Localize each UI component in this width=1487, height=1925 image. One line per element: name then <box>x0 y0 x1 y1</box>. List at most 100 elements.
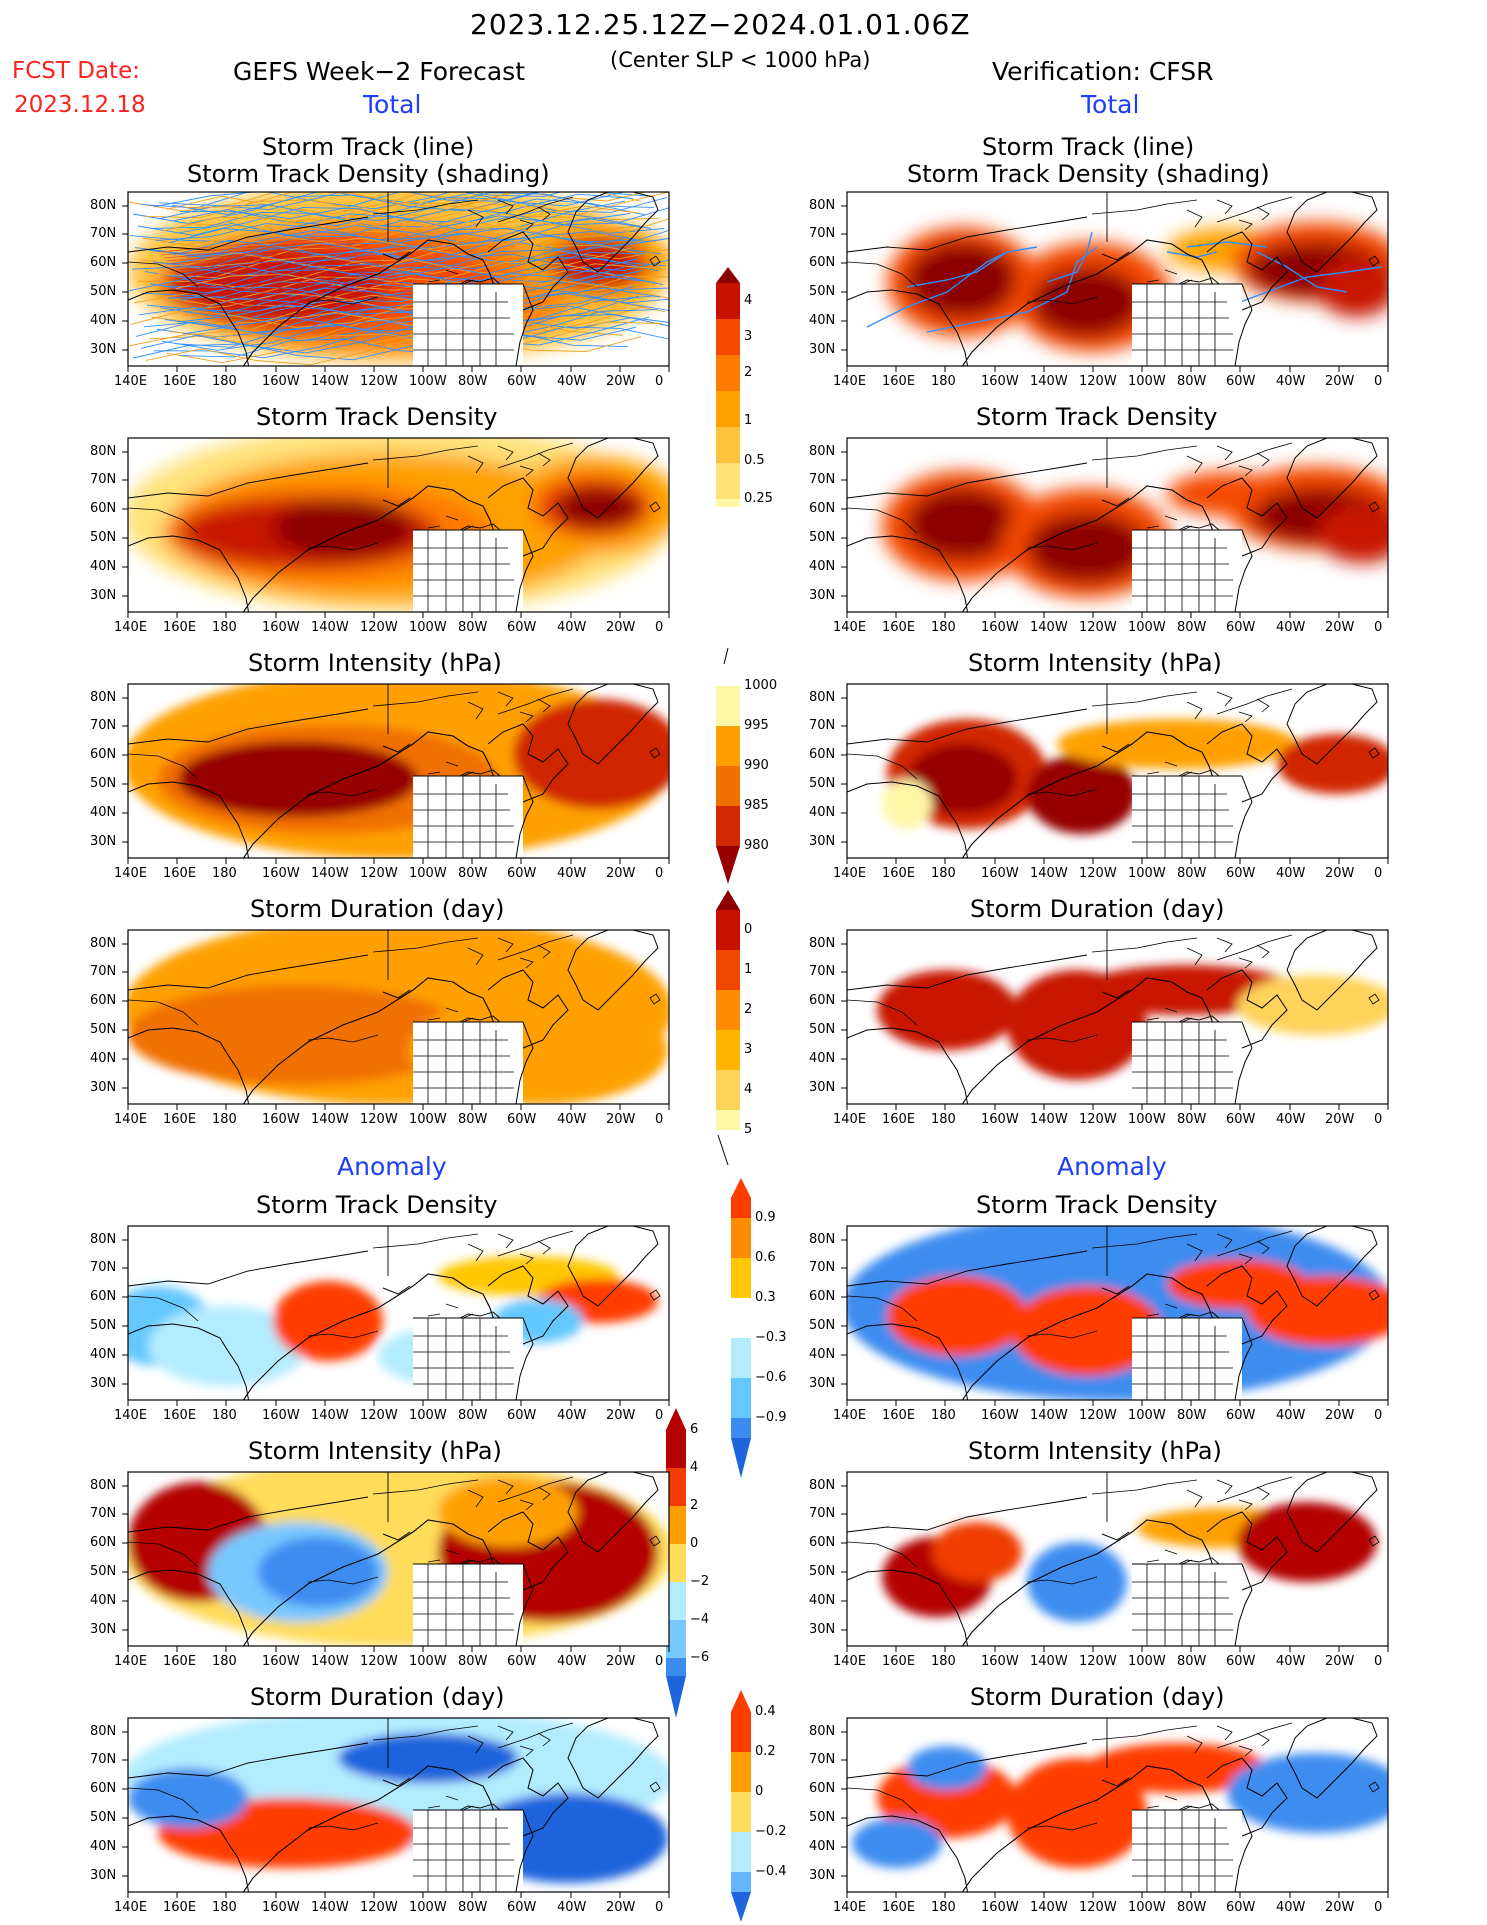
lon-label: 80W <box>1177 1654 1207 1669</box>
lon-label: 160W <box>981 866 1019 881</box>
lon-label: 160W <box>262 866 300 881</box>
lon-label: 80W <box>1177 1900 1207 1915</box>
lat-label: 50N <box>809 1810 836 1825</box>
lat-label: 80N <box>90 444 117 459</box>
panel-title-density-right-4: Storm Track Density <box>976 1191 1218 1219</box>
lat-label: 30N <box>90 1868 117 1883</box>
lat-label: 30N <box>809 1376 836 1391</box>
lon-label: 180 <box>931 1654 956 1669</box>
lat-label: 50N <box>90 1022 117 1037</box>
map-panel-dura_l <box>122 1717 670 1898</box>
lon-label: 160W <box>981 620 1019 635</box>
lat-label: 30N <box>90 1376 117 1391</box>
lon-label: 80W <box>1177 1408 1207 1423</box>
lon-label: 40W <box>1276 1112 1306 1127</box>
lon-label: 40W <box>1276 1408 1306 1423</box>
colorbar-intensity-anom <box>666 1408 686 1718</box>
panel-title-track-shading-right: Storm Track Density (shading) <box>907 160 1270 188</box>
lat-label: 50N <box>90 284 117 299</box>
fcst-date-label: FCST Date: <box>12 58 140 84</box>
lat-label: 60N <box>90 501 117 516</box>
lon-label: 180 <box>212 1654 237 1669</box>
lat-label: 60N <box>809 993 836 1008</box>
lon-label: 60W <box>507 1654 537 1669</box>
lon-label: 100W <box>1128 374 1166 389</box>
lon-label: 60W <box>507 866 537 881</box>
colorbar-label-density-anom: −0.3 <box>755 1330 787 1345</box>
lon-label: 0 <box>655 1654 664 1669</box>
colorbar-duration-anom <box>731 1690 751 1922</box>
lon-label: 40W <box>1276 1654 1306 1669</box>
lon-label: 20W <box>606 1408 636 1423</box>
lon-label: 80W <box>458 1654 488 1669</box>
map-panel-trk_l <box>122 191 670 372</box>
panel-title-density-left-1: Storm Track Density <box>256 403 498 431</box>
colorbar-label-density-total: 0.5 <box>744 453 765 468</box>
lat-label: 40N <box>90 1839 117 1854</box>
lon-label: 20W <box>1325 1408 1355 1423</box>
lon-label: 160E <box>882 620 916 635</box>
panel-title-duration-right-3: Storm Duration (day) <box>970 895 1225 923</box>
lat-label: 80N <box>90 1232 117 1247</box>
lon-label: 120W <box>1079 1408 1117 1423</box>
lat-label: 60N <box>90 1535 117 1550</box>
lon-label: 140W <box>311 1900 349 1915</box>
lon-label: 0 <box>1374 1112 1383 1127</box>
lon-label: 160E <box>882 1900 916 1915</box>
lon-label: 120W <box>360 1654 398 1669</box>
lon-label: 100W <box>1128 1112 1166 1127</box>
lon-label: 160E <box>163 866 197 881</box>
lat-label: 50N <box>90 1810 117 1825</box>
lon-label: 60W <box>507 1900 537 1915</box>
colorbar-label-density-total: 0.25 <box>744 491 773 506</box>
lon-label: 60W <box>1226 1408 1256 1423</box>
lon-label: 160E <box>882 374 916 389</box>
lat-label: 70N <box>809 1752 836 1767</box>
lon-label: 40W <box>557 374 587 389</box>
left-anomaly-label: Anomaly <box>337 1152 447 1181</box>
lat-label: 80N <box>809 198 836 213</box>
map-panel-dena_l <box>122 1225 670 1406</box>
lon-label: 140E <box>114 866 148 881</box>
lon-label: 60W <box>507 374 537 389</box>
lon-label: 20W <box>1325 866 1355 881</box>
lon-label: 140E <box>833 620 867 635</box>
colorbar-label-intensity-total: 985 <box>744 798 769 813</box>
lon-label: 80W <box>458 620 488 635</box>
lat-label: 80N <box>90 936 117 951</box>
lon-label: 100W <box>409 1112 447 1127</box>
lon-label: 120W <box>360 866 398 881</box>
lon-label: 20W <box>606 866 636 881</box>
lat-label: 50N <box>90 776 117 791</box>
lon-label: 40W <box>557 1654 587 1669</box>
lat-label: 80N <box>809 1724 836 1739</box>
lat-label: 50N <box>90 1318 117 1333</box>
colorbar-label-density-anom: 0.3 <box>755 1290 776 1305</box>
lat-label: 70N <box>90 964 117 979</box>
lon-label: 160W <box>262 1654 300 1669</box>
colorbar-label-duration-anom: 0.4 <box>755 1704 776 1719</box>
lat-label: 40N <box>90 805 117 820</box>
panel-title-intensity-left-2: Storm Intensity (hPa) <box>248 649 502 677</box>
lat-label: 70N <box>90 226 117 241</box>
lon-label: 140E <box>114 1900 148 1915</box>
lon-label: 120W <box>360 374 398 389</box>
lon-label: 140W <box>311 1112 349 1127</box>
lon-label: 140E <box>833 374 867 389</box>
lon-label: 160E <box>882 866 916 881</box>
lon-label: 140W <box>1030 866 1068 881</box>
lon-label: 80W <box>458 866 488 881</box>
lat-label: 30N <box>90 1622 117 1637</box>
lat-label: 80N <box>809 1232 836 1247</box>
lon-label: 160W <box>262 374 300 389</box>
lon-label: 80W <box>1177 374 1207 389</box>
lon-label: 140W <box>311 1654 349 1669</box>
lon-label: 160W <box>262 1408 300 1423</box>
map-panel-dura_r <box>841 1717 1389 1898</box>
lat-label: 50N <box>809 1318 836 1333</box>
lat-label: 30N <box>809 342 836 357</box>
lon-label: 60W <box>1226 620 1256 635</box>
lon-label: 80W <box>1177 620 1207 635</box>
lon-label: 160E <box>163 1408 197 1423</box>
lon-label: 20W <box>1325 1112 1355 1127</box>
